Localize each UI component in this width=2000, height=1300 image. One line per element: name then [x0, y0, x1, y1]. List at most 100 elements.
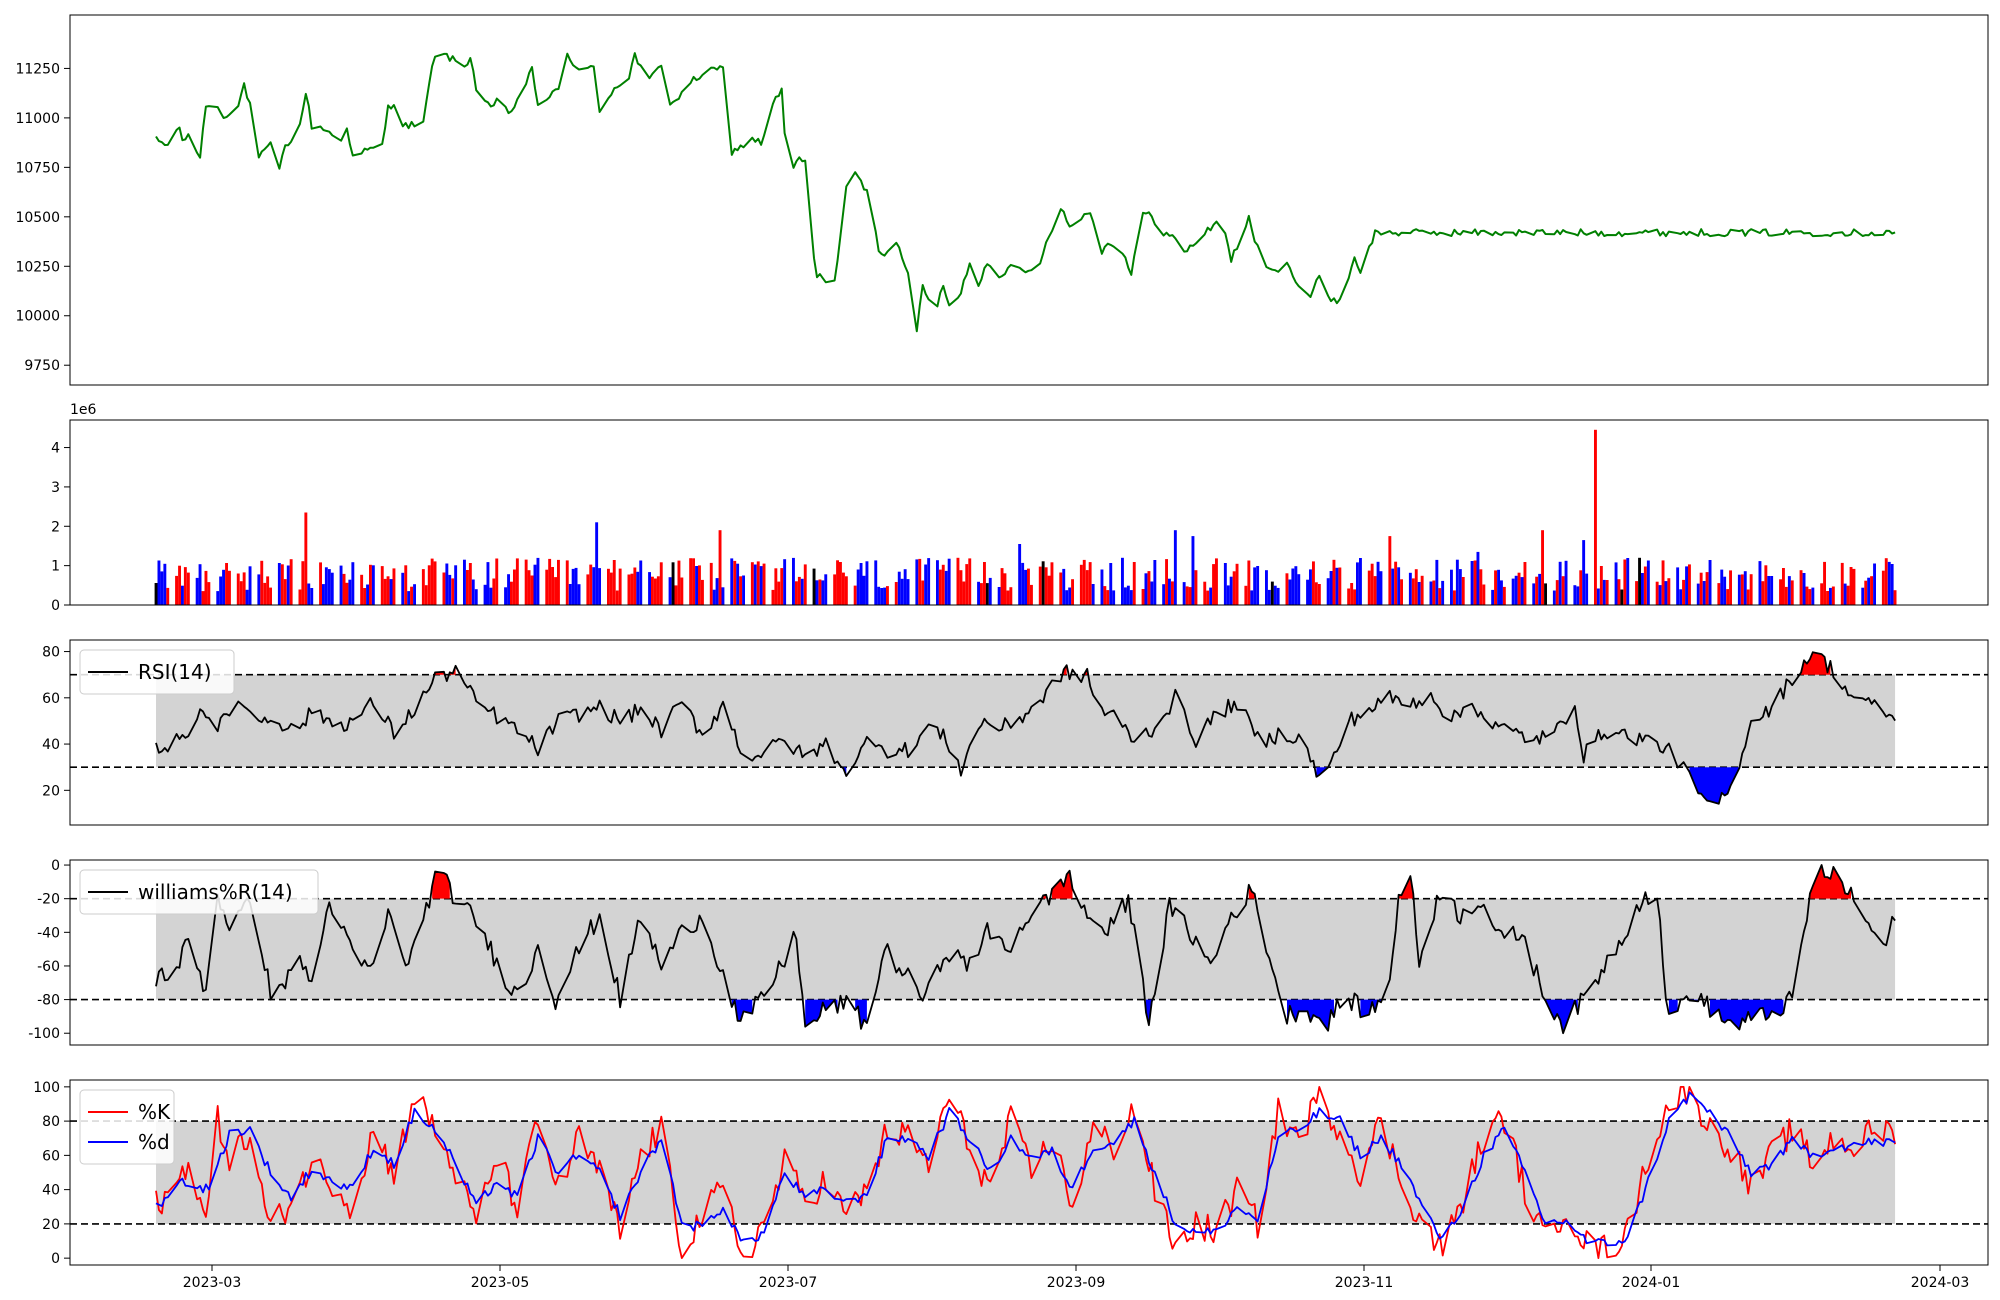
volume-bar	[1573, 585, 1577, 605]
volume-bar	[1500, 580, 1503, 605]
stochastic-legend-label: %d	[138, 1130, 170, 1154]
stochastic-d-line	[155, 1091, 1896, 1247]
volume-bar	[1617, 579, 1621, 605]
stochastic-neutral-band	[156, 1121, 1896, 1224]
volume-bar	[1544, 583, 1547, 605]
price-frame	[69, 14, 1989, 386]
volume-bar	[1309, 569, 1312, 605]
volume-bar	[504, 587, 507, 605]
volume-bar	[1723, 576, 1727, 605]
volume-bar	[1840, 562, 1844, 605]
volume-bar	[266, 576, 270, 605]
volume-bar	[894, 582, 898, 605]
volume-bar	[762, 563, 766, 605]
volume-bar	[442, 572, 446, 605]
volume-bar	[965, 564, 969, 605]
volume-bar	[1050, 562, 1054, 605]
volume-bar	[630, 573, 634, 605]
volume-bar	[1265, 570, 1268, 605]
volume-bar	[1367, 570, 1371, 605]
volume-bar	[883, 587, 886, 605]
stochastic-y-tick-label: 40	[42, 1183, 60, 1199]
stochastic-y-tick-label: 60	[42, 1148, 60, 1164]
volume-frame	[69, 419, 1989, 606]
williams-legend-label: williams%R(14)	[138, 880, 293, 904]
volume-bar	[983, 562, 986, 605]
volume-bar	[592, 567, 596, 605]
volume-bar	[1476, 551, 1480, 605]
volume-bar	[463, 559, 466, 605]
volume-bar	[166, 587, 170, 605]
x-tick-label: 2023-03	[183, 1275, 242, 1291]
volume-bar	[742, 575, 745, 605]
volume-bar	[1085, 570, 1089, 605]
stochastic-y-tick-label: 20	[42, 1217, 60, 1233]
volume-bar	[524, 559, 528, 605]
volume-bar	[924, 564, 928, 605]
volume-bar	[1482, 584, 1486, 605]
rsi-y-tick-label: 80	[42, 645, 60, 661]
volume-bar	[366, 584, 369, 605]
volume-bar	[1347, 588, 1351, 605]
volume-bar	[1411, 578, 1415, 605]
volume-bar	[1109, 563, 1113, 605]
volume-bar	[1470, 561, 1474, 605]
volume-bar	[1667, 578, 1671, 605]
volume-bar	[430, 558, 434, 605]
volume-bar	[1400, 579, 1403, 605]
price-y-tick-label: 10000	[15, 309, 60, 325]
volume-bar	[1100, 569, 1104, 605]
volume-bar	[530, 575, 534, 605]
volume-bar	[821, 580, 825, 605]
volume-bar	[489, 587, 493, 605]
volume-bar	[947, 558, 951, 605]
volume-bar	[1685, 566, 1688, 605]
volume-bar	[1391, 568, 1395, 605]
volume-bar	[1420, 575, 1424, 605]
volume-bar	[651, 576, 654, 605]
volume-bar	[1106, 590, 1110, 605]
volume-bar	[380, 566, 384, 605]
volume-bar	[1326, 578, 1330, 605]
volume-bar	[216, 591, 220, 605]
volume-bar	[471, 579, 475, 605]
volume-bar	[383, 578, 387, 605]
volume-bar	[574, 567, 578, 605]
volume-bar	[1267, 589, 1271, 605]
williams-frame	[69, 859, 1989, 1046]
volume-bar	[750, 562, 754, 605]
volume-bar	[1737, 574, 1741, 605]
volume-bar	[692, 558, 695, 605]
volume-bar	[1517, 572, 1521, 605]
volume-bar	[1770, 576, 1774, 605]
volume-bar	[1188, 587, 1192, 605]
volume-bar	[1558, 561, 1562, 605]
volume-bar	[1826, 591, 1829, 605]
volume-bar	[1414, 569, 1418, 605]
volume-bar	[1708, 560, 1712, 605]
rsi-line	[155, 651, 1896, 805]
volume-bar	[1247, 560, 1251, 605]
volume-bar	[1288, 579, 1292, 605]
volume-bar	[1062, 568, 1066, 605]
volume-bar	[639, 560, 643, 605]
volume-bar	[1890, 564, 1894, 605]
volume-bar	[157, 560, 161, 605]
volume-bar	[701, 579, 704, 605]
volume-bar	[1132, 562, 1136, 605]
volume-bar	[1494, 570, 1497, 605]
volume-bar	[1270, 581, 1274, 605]
volume-bar	[225, 563, 228, 605]
stochastic-frame	[69, 1079, 1989, 1266]
volume-y-tick-label: 0	[51, 598, 60, 614]
volume-bar	[1599, 566, 1603, 605]
volume-bar	[698, 565, 701, 605]
volume-bar	[1473, 560, 1477, 605]
stochastic-y-tick-label: 100	[33, 1080, 60, 1096]
volume-y-tick-label: 3	[51, 480, 60, 496]
volume-bar	[1511, 578, 1515, 605]
volume-bar	[1314, 582, 1318, 605]
volume-bar	[486, 562, 490, 605]
volume-bar	[636, 571, 640, 605]
volume-bar	[1532, 583, 1536, 605]
